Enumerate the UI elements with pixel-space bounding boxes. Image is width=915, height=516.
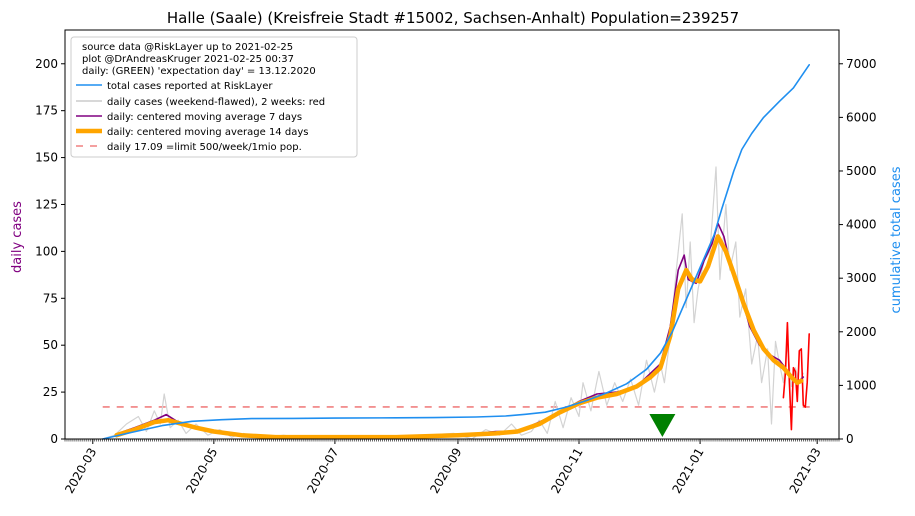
- x-tick-label: 2020-03: [62, 446, 99, 496]
- expectation-day-marker: [649, 414, 676, 437]
- y-left-tick-label: 125: [35, 197, 58, 211]
- series-line-daily-cases-last-2-weeks: [782, 321, 811, 431]
- x-tick-label: 2020-07: [304, 446, 341, 496]
- legend-header-line-1: source data @RiskLayer up to 2021-02-25: [82, 42, 293, 53]
- legend-header-line-3: daily: (GREEN) 'expectation day' = 13.12…: [82, 66, 316, 77]
- y-right-tick-label: 7000: [846, 57, 877, 71]
- legend-label-total: total cases reported at RiskLayer: [107, 81, 273, 92]
- legend-box: [70, 36, 358, 158]
- legend-label-ma14: daily: centered moving average 14 days: [107, 127, 308, 138]
- y-left-tick-label: 100: [35, 244, 58, 258]
- series-line-daily-centered-moving-average-14-days: [114, 234, 804, 440]
- y-left-tick-label: 25: [43, 385, 58, 399]
- y-left-tick-label: 75: [43, 291, 58, 305]
- legend: source data @RiskLayer up to 2021-02-25 …: [70, 36, 358, 158]
- series-line-daily-cases-weekend-flawed-2-weeks-red: [102, 166, 804, 440]
- y-right-tick-label: 6000: [846, 110, 877, 124]
- y-right-tick-label: 3000: [846, 271, 877, 285]
- y-left-tick-label: 150: [35, 151, 58, 165]
- series-line-total-cases-reported-at-risklayer: [101, 64, 811, 440]
- x-tick-label: 2020-11: [548, 446, 585, 496]
- y-axis-right-label: cumulative total cases: [889, 166, 904, 313]
- y-right-tick-label: 4000: [846, 218, 877, 232]
- y-axis-left-label: daily cases: [10, 201, 25, 273]
- legend-label-daily: daily cases (weekend-flawed), 2 weeks: r…: [107, 97, 325, 108]
- legend-header-line-2: plot @DrAndreasKruger 2021-02-25 00:37: [82, 54, 294, 65]
- y-left-tick-label: 175: [35, 104, 58, 118]
- x-tick-label: 2020-09: [427, 446, 464, 496]
- x-tick-label: 2021-01: [669, 446, 706, 496]
- y-left-tick-label: 50: [43, 338, 58, 352]
- y-right-tick-label: 2000: [846, 325, 877, 339]
- y-right-tick-label: 5000: [846, 164, 877, 178]
- y-left-tick-label: 200: [35, 57, 58, 71]
- y-left-tick-label: 0: [50, 432, 58, 446]
- y-right-tick-label: 1000: [846, 378, 877, 392]
- x-tick-label: 2021-03: [787, 446, 824, 496]
- series-line-daily-centered-moving-average-7-days: [117, 222, 805, 438]
- legend-label-ma7: daily: centered moving average 7 days: [107, 112, 302, 123]
- y-right-tick-label: 0: [846, 432, 854, 446]
- series-layer: [101, 64, 812, 440]
- chart-title: Halle (Saale) (Kreisfreie Stadt #15002, …: [167, 9, 739, 27]
- x-tick-label: 2020-05: [183, 446, 220, 496]
- legend-label-limit: daily 17.09 =limit 500/week/1mio pop.: [107, 142, 302, 153]
